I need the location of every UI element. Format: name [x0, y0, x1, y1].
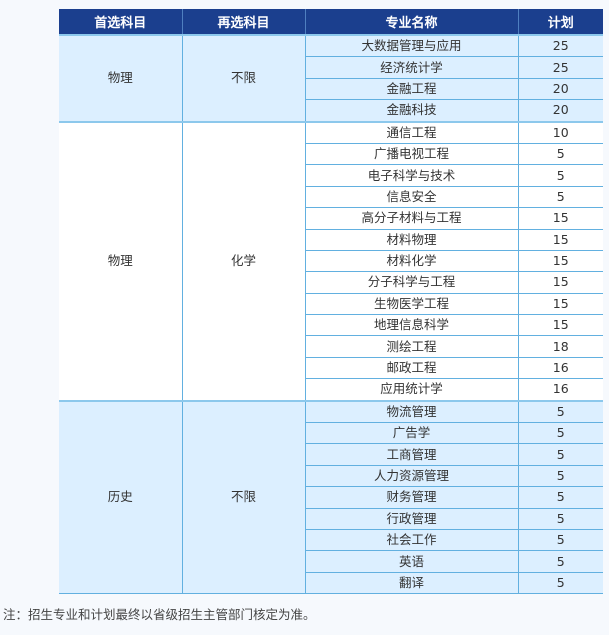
header-second-subject: 再选科目	[182, 9, 306, 35]
table-row: 工商管理 5	[59, 443, 603, 466]
table-header-row: 首选科目 再选科目 专业名称 计划	[59, 9, 603, 35]
table-row: 地理信息科学 15	[59, 314, 603, 337]
plan-cell: 5	[518, 550, 603, 573]
table-row: 生物医学工程 15	[59, 293, 603, 316]
plan-cell: 5	[518, 486, 603, 509]
major-name-cell: 物流管理	[305, 399, 519, 424]
plan-cell: 5	[518, 143, 603, 166]
plan-cell: 5	[518, 572, 603, 595]
second-subject-cell: 不限	[182, 399, 306, 595]
major-name-cell: 经济统计学	[305, 56, 519, 79]
table-row: 物理 化学 通信工程 10	[59, 120, 603, 402]
plan-cell: 20	[518, 99, 603, 123]
major-name-cell: 财务管理	[305, 486, 519, 509]
major-name-cell: 通信工程	[305, 120, 519, 144]
major-name-cell: 金融科技	[305, 99, 519, 123]
header-major-name: 专业名称	[305, 9, 519, 35]
table-body: 物理 不限 大数据管理与应用 25 经济统计学 25 金融工程 20 金融科技 20 物理 化学 通信工…	[59, 34, 603, 595]
plan-cell: 5	[518, 422, 603, 445]
major-name-cell: 地理信息科学	[305, 314, 519, 337]
plan-cell: 15	[518, 293, 603, 316]
major-name-cell: 信息安全	[305, 186, 519, 209]
table-row: 邮政工程 16	[59, 357, 603, 380]
table-row: 经济统计学 25	[59, 56, 603, 79]
plan-cell: 10	[518, 120, 603, 144]
table-row: 物理 不限 大数据管理与应用 25	[59, 34, 603, 123]
table-row: 应用统计学 16	[59, 378, 603, 402]
major-name-cell: 分子科学与工程	[305, 271, 519, 294]
major-name-cell: 电子科学与技术	[305, 164, 519, 187]
table-row: 社会工作 5	[59, 529, 603, 552]
major-name-cell: 行政管理	[305, 508, 519, 530]
plan-cell: 5	[518, 443, 603, 466]
major-name-cell: 邮政工程	[305, 357, 519, 380]
major-name-cell: 高分子材料与工程	[305, 207, 519, 230]
table-row: 金融工程 20	[59, 78, 603, 101]
major-name-cell: 工商管理	[305, 443, 519, 466]
major-name-cell: 生物医学工程	[305, 293, 519, 316]
plan-cell: 15	[518, 229, 603, 251]
plan-cell: 5	[518, 399, 603, 424]
first-subject-cell: 历史	[59, 399, 183, 595]
plan-cell: 15	[518, 250, 603, 273]
table-row: 财务管理 5	[59, 486, 603, 509]
plan-cell: 16	[518, 357, 603, 380]
plan-cell: 5	[518, 465, 603, 488]
major-name-cell: 应用统计学	[305, 378, 519, 402]
major-name-cell: 英语	[305, 550, 519, 573]
major-name-cell: 人力资源管理	[305, 465, 519, 488]
plan-cell: 5	[518, 164, 603, 187]
plan-cell: 20	[518, 78, 603, 101]
table-row: 信息安全 5	[59, 186, 603, 209]
footnote: 注：招生专业和计划最终以省级招生主管部门核定为准。	[3, 607, 316, 622]
table-row: 广告学 5	[59, 422, 603, 445]
table-row: 金融科技 20	[59, 99, 603, 123]
table-row: 行政管理 5	[59, 508, 603, 530]
table-row: 材料化学 15	[59, 250, 603, 273]
plan-cell: 15	[518, 207, 603, 230]
major-name-cell: 测绘工程	[305, 335, 519, 358]
plan-cell: 5	[518, 529, 603, 552]
plan-cell: 15	[518, 271, 603, 294]
major-name-cell: 广告学	[305, 422, 519, 445]
plan-cell: 16	[518, 378, 603, 402]
enrollment-plan-table: 首选科目 再选科目 专业名称 计划 物理 不限 大数据管理与应用 25 经济统计学 25 金…	[59, 9, 603, 595]
second-subject-cell: 化学	[182, 120, 306, 402]
table-row: 历史 不限 物流管理 5	[59, 399, 603, 595]
header-plan: 计划	[518, 9, 603, 35]
major-name-cell: 金融工程	[305, 78, 519, 101]
plan-cell: 18	[518, 335, 603, 358]
plan-cell: 25	[518, 34, 603, 58]
major-name-cell: 翻译	[305, 572, 519, 595]
major-name-cell: 大数据管理与应用	[305, 34, 519, 58]
first-subject-cell: 物理	[59, 34, 183, 123]
table-row: 人力资源管理 5	[59, 465, 603, 488]
table-row: 电子科学与技术 5	[59, 164, 603, 187]
first-subject-cell: 物理	[59, 120, 183, 402]
table-row: 翻译 5	[59, 572, 603, 595]
major-name-cell: 社会工作	[305, 529, 519, 552]
plan-cell: 5	[518, 508, 603, 530]
table-row: 高分子材料与工程 15	[59, 207, 603, 230]
header-first-subject: 首选科目	[59, 9, 183, 35]
major-name-cell: 材料化学	[305, 250, 519, 273]
table-row: 测绘工程 18	[59, 335, 603, 358]
table-row: 分子科学与工程 15	[59, 271, 603, 294]
plan-cell: 15	[518, 314, 603, 337]
plan-cell: 25	[518, 56, 603, 79]
table-row: 英语 5	[59, 550, 603, 573]
major-name-cell: 广播电视工程	[305, 143, 519, 166]
plan-cell: 5	[518, 186, 603, 209]
major-name-cell: 材料物理	[305, 229, 519, 251]
table-row: 材料物理 15	[59, 229, 603, 251]
table-row: 广播电视工程 5	[59, 143, 603, 166]
second-subject-cell: 不限	[182, 34, 306, 123]
